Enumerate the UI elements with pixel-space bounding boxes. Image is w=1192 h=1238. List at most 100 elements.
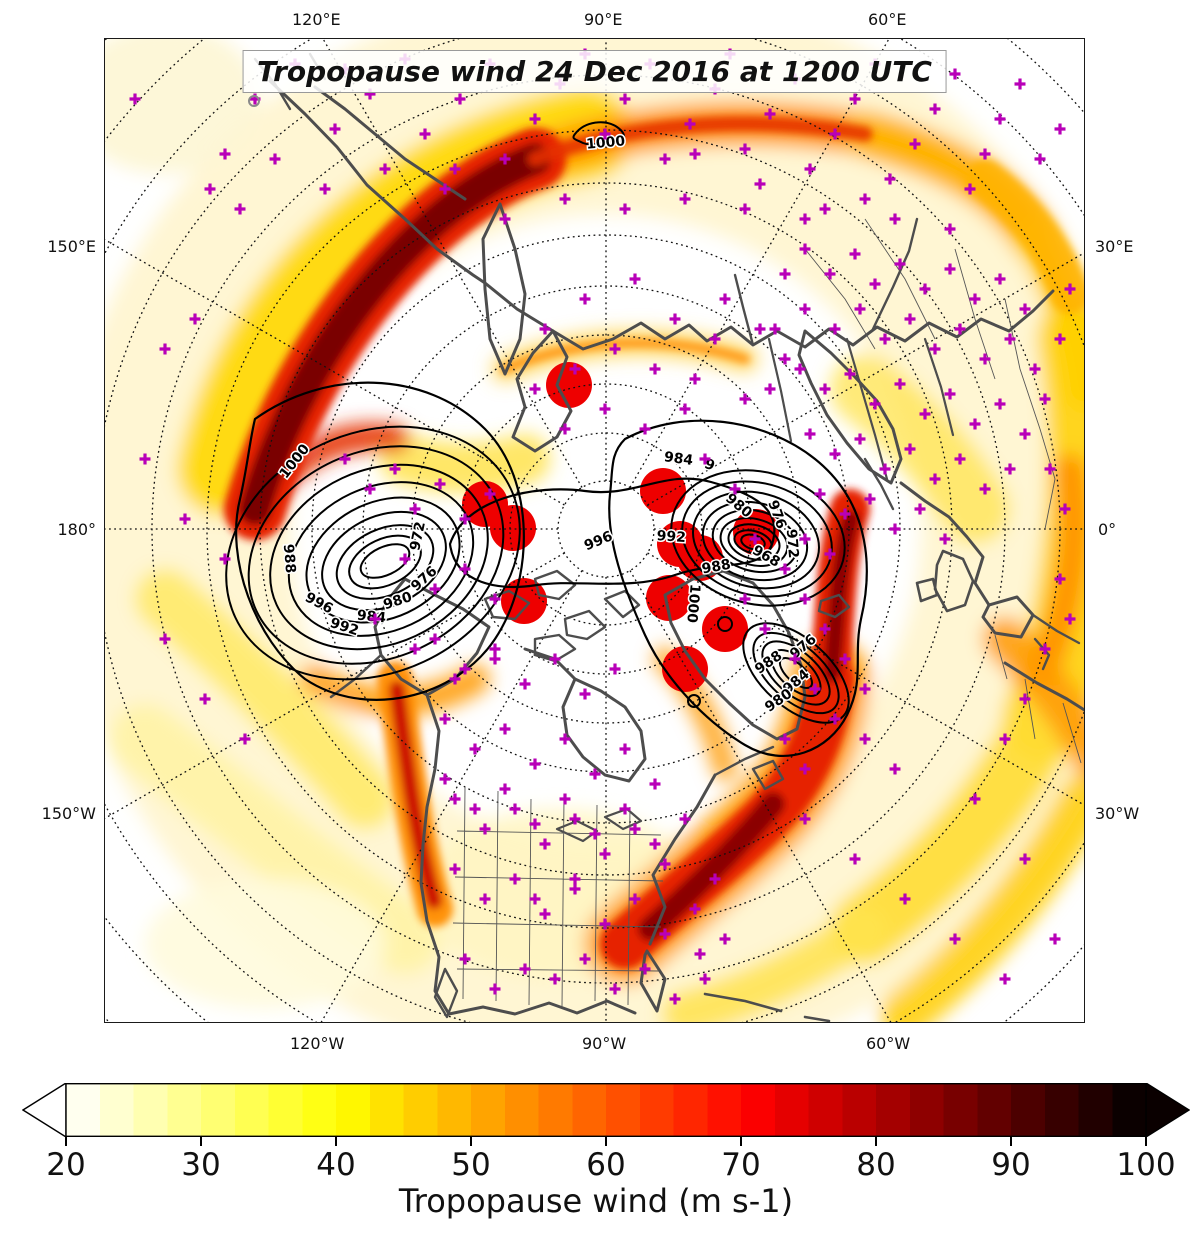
station-plus-marker [829,128,841,140]
contour-label: 992 [656,528,686,546]
station-plus-marker [694,948,706,960]
station-plus-marker [219,148,231,160]
station-plus-marker [844,368,856,380]
station-plus-marker [659,928,671,940]
station-plus-marker [799,213,811,225]
station-plus-marker [729,483,741,495]
station-plus-marker [944,263,956,275]
admin-borders [452,218,1082,1008]
station-plus-marker [239,733,251,745]
latitude-circle [362,285,850,773]
station-plus-marker [969,418,981,430]
station-plus-marker [499,723,511,735]
station-plus-marker [904,313,916,325]
station-plus-marker [859,193,871,205]
station-plus-marker [649,363,661,375]
red-disk [702,606,748,652]
station-plus-marker [499,153,511,165]
station-plus-marker [459,953,471,965]
contour-label: 996 [582,528,615,554]
station-plus-marker [539,908,551,920]
station-plus-marker [1064,613,1076,625]
station-plus-marker [419,128,431,140]
station-plus-marker [799,303,811,315]
colorbar-label: Tropopause wind (m s-1) [398,1182,794,1220]
axis-label-top-90E: 90°E [584,10,623,29]
station-plus-marker [549,653,561,665]
station-plus-marker [439,773,451,785]
station-plus-marker [599,403,611,415]
red-disk [546,362,592,408]
station-plus-marker [879,333,891,345]
station-plus-marker [764,383,776,395]
station-plus-marker [779,733,791,745]
station-plus-marker [454,93,466,105]
contour-label: 996 [302,590,335,618]
station-plus-marker [819,383,831,395]
colorbar-tick [605,1137,607,1146]
station-plus-marker [459,513,471,525]
colorbar-tick-label: 60 [586,1147,626,1183]
station-plus-marker [994,273,1006,285]
station-plus-marker [894,258,906,270]
station-plus-marker [429,583,441,595]
station-plus-marker [219,553,231,565]
station-plus-marker [559,733,571,745]
station-plus-marker [854,433,866,445]
station-plus-marker [569,363,581,375]
station-plus-marker [779,268,791,280]
station-plus-marker [979,483,991,495]
station-plus-marker [379,163,391,175]
contour-label: 980 [381,589,414,613]
station-plus-marker [979,353,991,365]
station-marker-layer [129,48,1076,1005]
station-plus-marker [709,333,721,345]
station-plus-marker [894,378,906,390]
contour-label: 972 [407,520,429,552]
station-plus-marker [269,153,281,165]
station-plus-marker [679,193,691,205]
red-disk [490,505,536,551]
station-plus-marker [669,313,681,325]
station-plus-marker [589,828,601,840]
colorbar-tick [1010,1137,1012,1146]
axis-label-bottom-120W: 120°W [290,1034,345,1053]
station-plus-marker [919,283,931,295]
station-plus-marker [234,203,246,215]
station-plus-marker [954,453,966,465]
station-plus-marker [739,593,751,605]
station-plus-marker [559,193,571,205]
station-plus-marker [479,823,491,835]
station-plus-marker [889,523,901,535]
station-plus-marker [949,68,961,80]
station-plus-marker [1004,333,1016,345]
station-plus-marker [1064,283,1076,295]
station-plus-marker [399,553,411,565]
station-plus-marker [549,973,561,985]
station-plus-marker [529,893,541,905]
station-plus-marker [364,483,376,495]
station-plus-marker [819,203,831,215]
station-plus-marker [579,688,591,700]
station-plus-marker [509,803,521,815]
station-plus-marker [649,778,661,790]
station-plus-marker [589,768,601,780]
station-plus-marker [619,203,631,215]
axis-label-top-60E: 60°E [868,10,907,29]
station-plus-marker [139,453,151,465]
station-plus-marker [679,403,691,415]
colorbar-tick-label: 80 [856,1147,896,1183]
station-plus-marker [749,533,761,545]
station-plus-marker [739,203,751,215]
wind-speed-shading [105,39,1084,1022]
colorbar-tick [335,1137,337,1146]
station-plus-marker [869,398,881,410]
station-plus-marker [539,323,551,335]
station-plus-marker [709,873,721,885]
station-plus-marker [1019,853,1031,865]
station-plus-marker [599,128,611,140]
station-plus-marker [799,593,811,605]
station-plus-marker [944,388,956,400]
station-plus-marker [794,363,806,375]
